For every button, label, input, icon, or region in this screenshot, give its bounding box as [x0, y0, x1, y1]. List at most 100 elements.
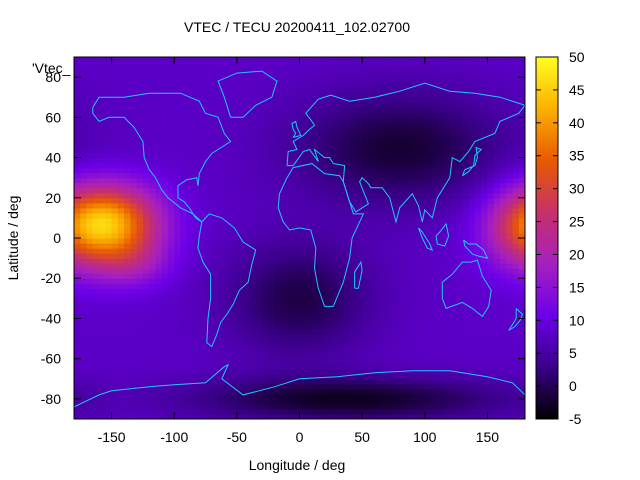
heatmap-cell [387, 403, 395, 410]
heatmap-cell [405, 152, 413, 159]
heatmap-cell [380, 273, 388, 279]
heatmap-cell [268, 82, 276, 88]
heatmap-cell [462, 303, 470, 309]
heatmap-cell [224, 142, 232, 149]
heatmap-cell [418, 303, 426, 309]
heatmap-cell [468, 207, 476, 214]
heatmap-cell [362, 293, 370, 299]
heatmap-cell [186, 232, 194, 239]
heatmap-cell [199, 268, 207, 274]
heatmap-cell [274, 408, 282, 415]
heatmap-cell [74, 172, 81, 179]
heatmap-cell [462, 403, 470, 410]
heatmap-cell [161, 107, 169, 113]
heatmap-cell [124, 268, 131, 274]
heatmap-cell [124, 243, 131, 249]
heatmap-cell [330, 82, 338, 88]
heatmap-cell [418, 97, 426, 103]
heatmap-cell [405, 177, 413, 184]
heatmap-cell [355, 92, 363, 98]
heatmap-cell [387, 152, 395, 159]
heatmap-cell [443, 243, 451, 249]
heatmap-cell [230, 263, 238, 269]
heatmap-cell [92, 253, 100, 259]
heatmap-cell [99, 323, 106, 330]
heatmap-cell [399, 157, 407, 164]
heatmap-cell [474, 122, 482, 128]
heatmap-cell [362, 278, 370, 284]
heatmap-cell [117, 328, 125, 335]
heatmap-cell [305, 202, 313, 209]
heatmap-cell [205, 142, 213, 149]
heatmap-cell [274, 177, 282, 184]
heatmap-cell [124, 162, 131, 169]
heatmap-cell [481, 358, 489, 365]
heatmap-cell [130, 343, 138, 350]
heatmap-cell [337, 72, 344, 78]
heatmap-cell [286, 253, 294, 259]
heatmap-cell [142, 207, 150, 214]
heatmap-cell [199, 373, 207, 380]
heatmap-cell [362, 217, 370, 224]
heatmap-cell [387, 77, 395, 83]
heatmap-cell [130, 212, 138, 219]
heatmap-cell [86, 117, 94, 123]
heatmap-cell [499, 368, 507, 375]
heatmap-cell [374, 227, 382, 234]
heatmap-cell [368, 127, 376, 134]
heatmap-cell [418, 323, 426, 330]
heatmap-cell [261, 308, 269, 315]
heatmap-cell [117, 413, 125, 419]
heatmap-cell [155, 303, 163, 309]
heatmap-cell [506, 182, 514, 189]
heatmap-cell [293, 283, 301, 289]
heatmap-cell [468, 393, 476, 400]
heatmap-cell [493, 117, 501, 123]
heatmap-cell [249, 217, 257, 224]
heatmap-cell [393, 308, 401, 315]
heatmap-cell [280, 378, 288, 385]
heatmap-cell [518, 177, 525, 184]
heatmap-cell [305, 172, 313, 179]
heatmap-cell [374, 152, 382, 159]
heatmap-cell [324, 333, 332, 340]
heatmap-cell [249, 122, 257, 128]
heatmap-cell [261, 398, 269, 405]
heatmap-cell [468, 187, 476, 194]
heatmap-cell [449, 263, 457, 269]
heatmap-cell [142, 283, 150, 289]
heatmap-cell [443, 308, 451, 315]
heatmap-cell [193, 268, 200, 274]
heatmap-cell [462, 192, 470, 199]
heatmap-cell [443, 398, 451, 405]
heatmap-cell [380, 177, 388, 184]
heatmap-cell [199, 348, 207, 355]
heatmap-cell [243, 92, 250, 98]
heatmap-cell [86, 82, 94, 88]
heatmap-cell [249, 77, 257, 83]
heatmap-cell [255, 227, 263, 234]
heatmap-cell [255, 268, 263, 274]
heatmap-cell [474, 192, 482, 199]
heatmap-cell [512, 328, 520, 335]
heatmap-cell [274, 112, 282, 118]
heatmap-cell [286, 182, 294, 189]
heatmap-cell [142, 192, 150, 199]
heatmap-cell [167, 132, 175, 139]
heatmap-cell [337, 328, 344, 335]
heatmap-cell [362, 373, 370, 380]
heatmap-cell [487, 318, 495, 325]
heatmap-cell [186, 373, 194, 380]
heatmap-cell [349, 408, 357, 415]
heatmap-cell [161, 222, 169, 229]
heatmap-cell [506, 358, 514, 365]
heatmap-cell [274, 92, 282, 98]
heatmap-cell [142, 248, 150, 254]
heatmap-cell [368, 87, 376, 93]
heatmap-cell [312, 127, 319, 134]
heatmap-cell [243, 413, 250, 419]
heatmap-cell [443, 283, 451, 289]
heatmap-cell [437, 368, 445, 375]
heatmap-cell [155, 162, 163, 169]
heatmap-cell [205, 217, 213, 224]
